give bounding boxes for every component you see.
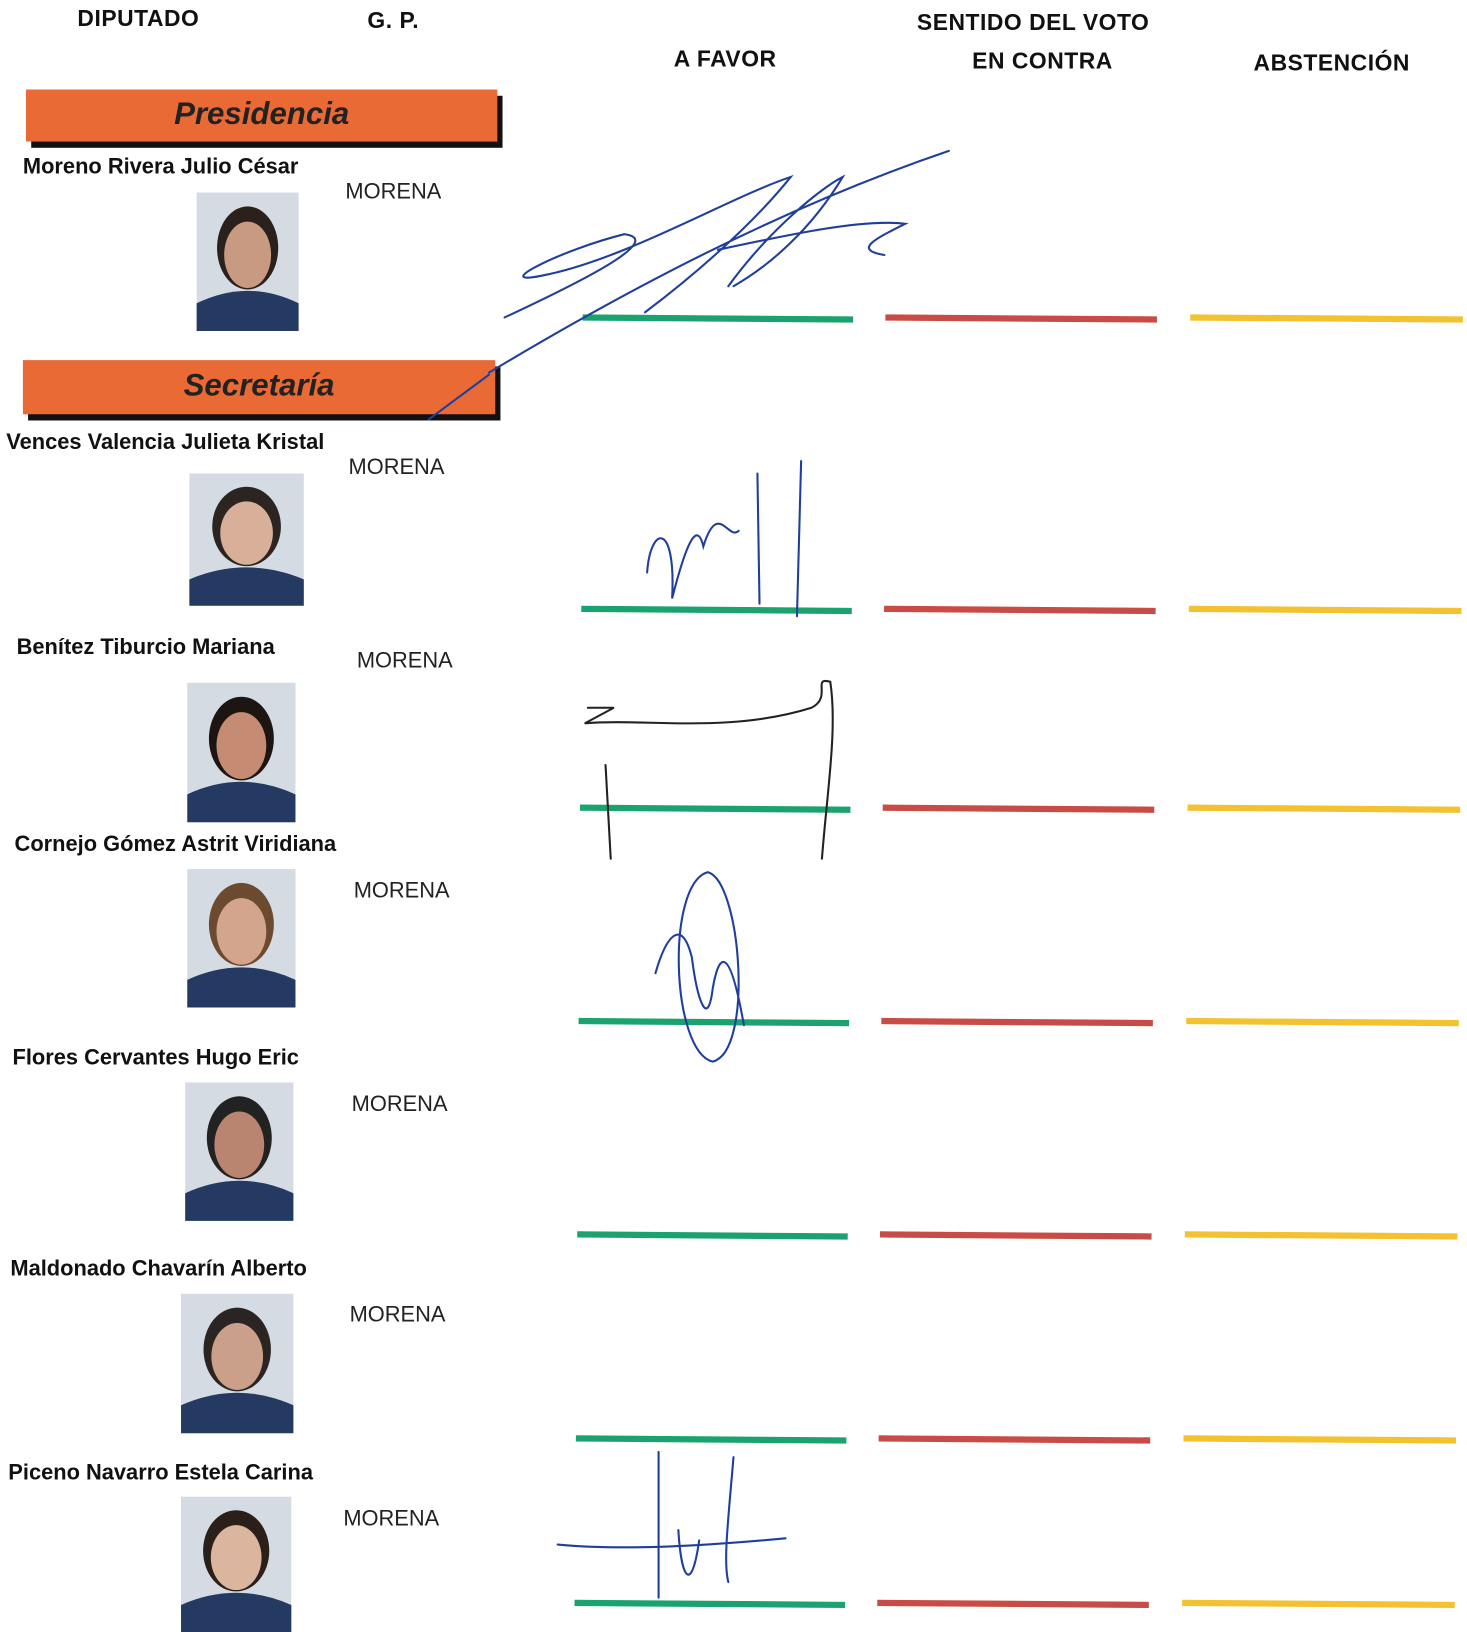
deputy-name: Maldonado Chavarín Alberto [10,1256,306,1281]
header-diputado: DIPUTADO [77,5,199,31]
photo-face [216,712,267,780]
vote-line [882,804,1155,813]
vote-line [1184,1231,1458,1240]
header-abstencion: ABSTENCIÓN [1254,50,1410,76]
photo-body [196,290,299,331]
photo-body [185,1180,294,1221]
vote-line [884,605,1156,615]
vote-line [581,605,852,615]
deputy-name: Benítez Tiburcio Mariana [17,634,276,659]
photo-body [181,1592,292,1632]
banner [26,89,498,142]
party: MORENA [343,1505,439,1530]
photo-face [211,1323,264,1390]
signatures [427,149,950,1599]
party: MORENA [345,178,441,203]
section-title: Presidencia [174,96,349,131]
photo-body [181,1392,294,1434]
photo-face [210,1525,262,1591]
vote-line [1186,1017,1459,1027]
vote-line [575,1435,847,1444]
party: MORENA [350,1301,446,1326]
deputy-name: Piceno Navarro Estela Carina [8,1460,314,1485]
vote-line [1183,1435,1457,1444]
deputy-name: Cornejo Gómez Astrit Viridiana [15,831,337,856]
vote-line [577,1231,848,1240]
header-a-favor: A FAVOR [674,45,777,71]
party: MORENA [349,454,445,479]
signature [584,679,834,860]
photo-face [216,898,267,965]
photo-body [189,567,304,606]
deputy-photo [196,192,299,331]
header-gp: G. P. [367,7,419,33]
deputy-name: Vences Valencia Julieta Kristal [6,429,324,454]
deputy-name: Moreno Rivera Julio César [23,153,299,178]
vote-line [574,1599,846,1609]
signature [646,460,803,618]
deputy-photo [181,1496,292,1632]
vote-line [878,1435,1151,1444]
vote-line [578,1017,850,1027]
vote-line [881,1017,1153,1027]
deputy-name: Flores Cervantes Hugo Eric [12,1044,298,1069]
deputy-photo [187,682,296,823]
vote-line [1182,1599,1455,1609]
party: MORENA [352,1091,448,1116]
header-sentido: SENTIDO DEL VOTO [917,9,1149,35]
signature [556,1450,787,1599]
vote-line [879,1231,1152,1240]
photo-face [220,501,273,565]
deputy-photo [187,869,296,1008]
deputy-photo [189,473,304,606]
header-en-contra: EN CONTRA [972,47,1113,73]
vote-line [885,314,1157,323]
vote-line [1187,804,1461,813]
vote-line [877,1599,1149,1609]
vote-line [582,314,854,323]
signature [427,149,950,421]
vote-line [1190,314,1463,323]
photo-body [187,781,296,823]
signature [654,871,745,1063]
banner [22,360,496,415]
photo-body [187,967,296,1008]
vote-line [579,804,851,813]
party: MORENA [354,878,450,903]
section-title: Secretaría [184,367,335,402]
deputy-photo [185,1082,294,1221]
vote-line [1188,605,1462,615]
photo-face [214,1111,265,1178]
deputy-photo [181,1293,294,1434]
party: MORENA [357,648,453,673]
photo-face [224,221,272,289]
